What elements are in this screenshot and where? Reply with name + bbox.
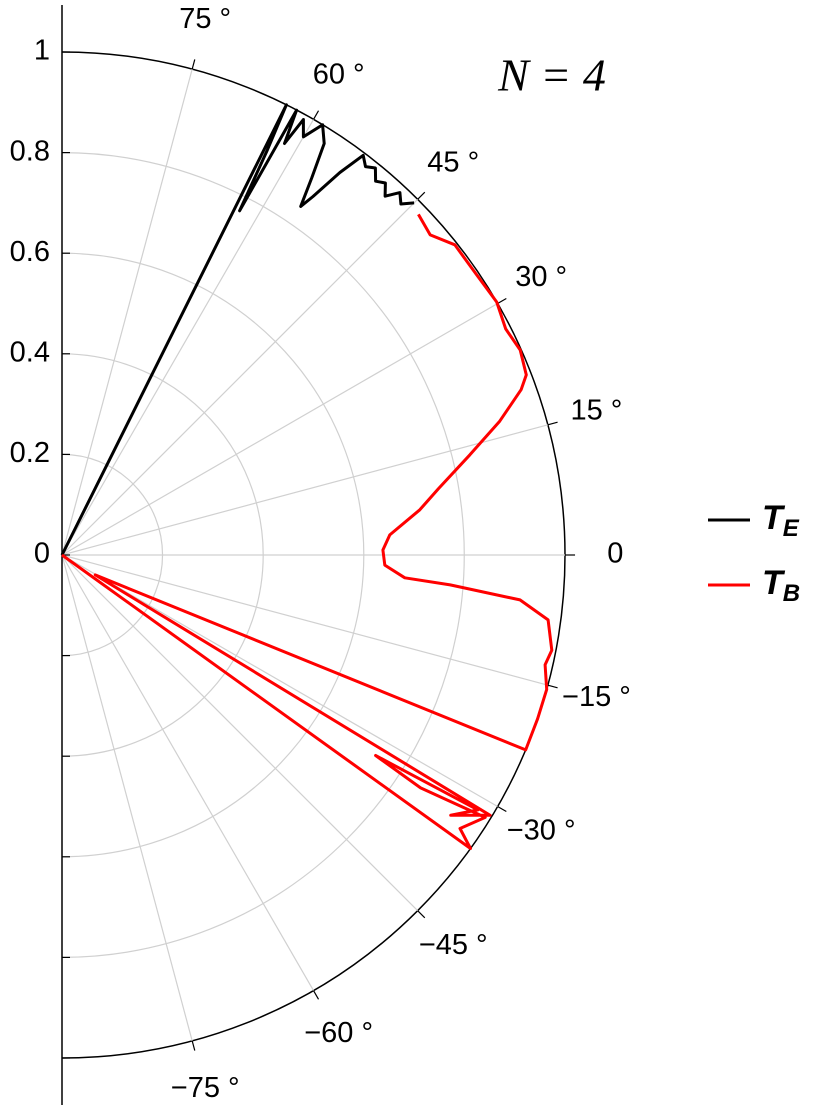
series-line [61,213,554,850]
legend-label: TE [762,499,800,542]
annotation: N = 4 [497,50,606,101]
theta-tick [417,910,426,919]
legend-name: T [762,564,786,602]
theta-tick [191,1040,196,1051]
legend-subscript: E [783,515,800,542]
theta-tick-label: −15 ° [562,681,631,713]
theta-tick-label: −45 ° [419,929,488,961]
theta-tick [312,110,320,120]
r-tick-label: 0.8 [10,135,50,167]
r-tick-label: 0.6 [10,236,50,268]
grid-line [61,554,193,1042]
theta-tick-label: 60 ° [313,58,365,90]
grid-line [61,68,193,556]
theta-tick-label: 30 ° [515,261,567,293]
r-tick-label: 0.2 [10,437,50,469]
theta-tick-label: −30 ° [507,814,576,846]
grid-line [61,198,419,556]
theta-tick-label: 0 [607,538,623,570]
theta-tick [417,191,426,200]
theta-tick [547,421,558,426]
grid-line [61,302,498,556]
grid-line [61,554,549,686]
theta-tick [547,684,558,689]
theta-tick-label: −75 ° [171,1072,240,1104]
grid-line [61,424,549,556]
r-tick-label: 0 [34,538,50,570]
grid-line [61,119,315,556]
theta-tick [497,297,507,305]
theta-tick [312,990,320,1000]
series-line [60,103,415,556]
theta-tick [191,59,196,70]
grid-line [61,554,419,912]
theta-tick-label: 45 ° [427,146,479,178]
grid-line [61,554,498,808]
r-tick-label: 0.4 [10,336,50,368]
theta-tick-label: 15 ° [570,394,622,426]
theta-tick-label: −60 ° [304,1017,373,1049]
legend-subscript: B [783,580,800,607]
r-tick-label: 1 [34,35,50,67]
grid-line [61,554,315,991]
legend-label: TB [762,564,800,607]
theta-tick [497,805,507,813]
theta-tick-label: 75 ° [179,3,231,35]
legend-name: T [762,499,786,537]
